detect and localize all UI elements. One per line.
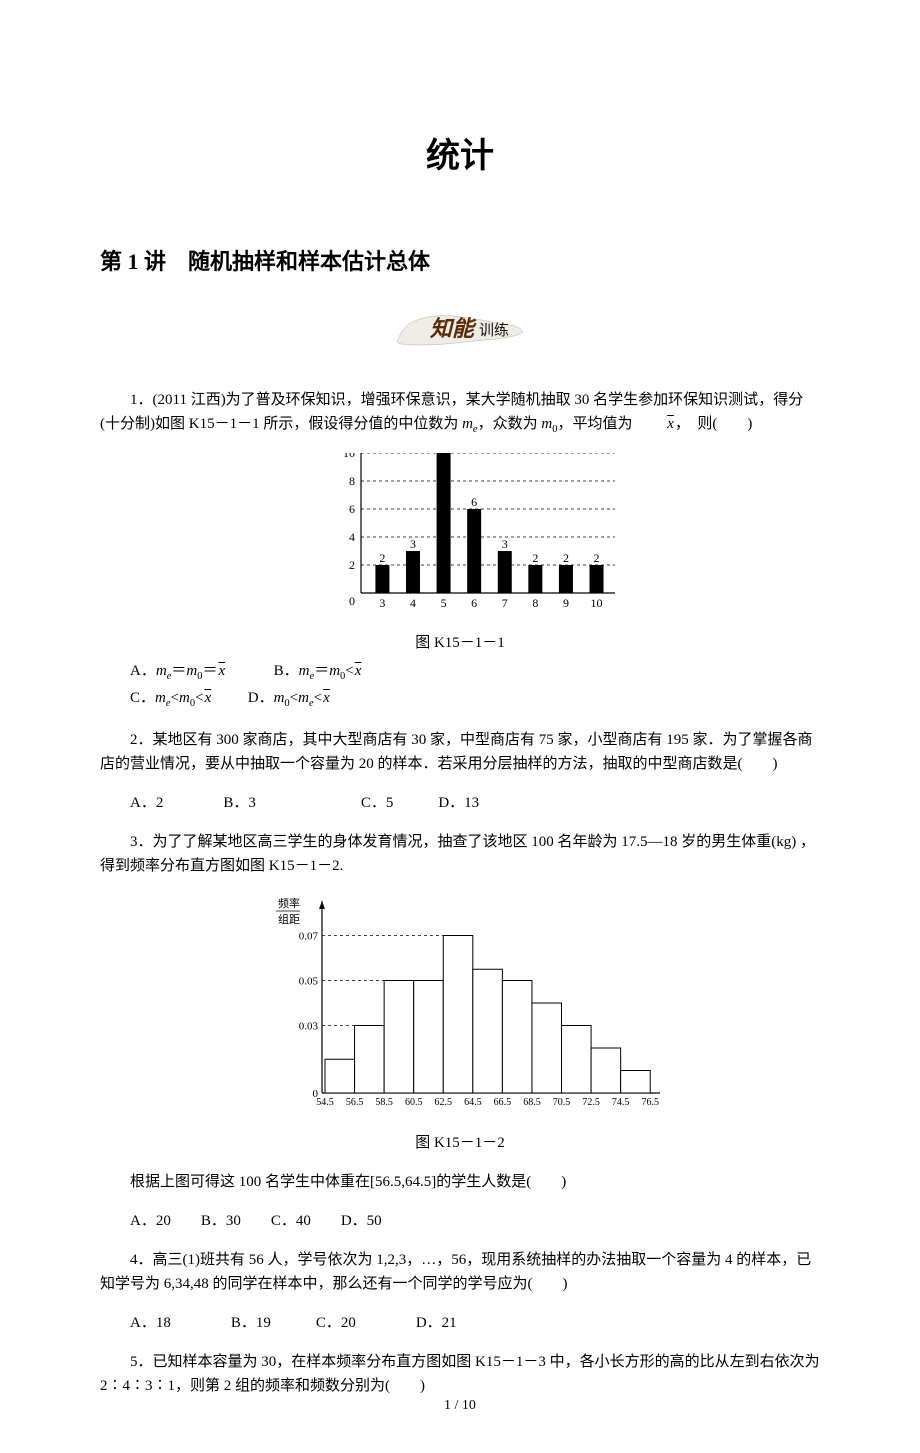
q3-caption: 图 K15－1－2: [100, 1131, 820, 1155]
q1-optA-label: A．: [130, 663, 156, 679]
banner-brush-text: 知能: [429, 316, 477, 341]
q1-xbar: x: [636, 412, 675, 436]
svg-text:6: 6: [471, 596, 477, 610]
q1-chart: 2468100324351066738292102得分频数 图 K15－1－1: [100, 453, 820, 655]
svg-text:9: 9: [563, 596, 569, 610]
q1-options: A．me＝m0＝x B．me＝m0<x C．me<m0<x D．m0<me<x: [130, 659, 820, 713]
svg-text:2: 2: [594, 551, 600, 565]
q1-intro-c: ，众数为: [478, 416, 542, 432]
q1-caption: 图 K15－1－1: [100, 631, 820, 655]
svg-text:2: 2: [532, 551, 538, 565]
q1-me: m: [462, 416, 473, 432]
q3-follow: 根据上图可得这 100 名学生中体重在[56.5,64.5]的学生人数是( ): [100, 1170, 820, 1194]
q4-text: 4．高三(1)班共有 56 人，学号依次为 1,2,3，…，56，现用系统抽样的…: [100, 1248, 820, 1296]
svg-text:3: 3: [379, 596, 385, 610]
q1-optB-label: B．: [274, 663, 299, 679]
svg-text:68.5: 68.5: [523, 1097, 541, 1108]
banner-trail-text: 训练: [479, 322, 509, 339]
q1-optD-label: D．: [248, 690, 274, 706]
svg-text:8: 8: [349, 474, 355, 488]
svg-text:频率: 频率: [278, 896, 300, 910]
svg-text:74.5: 74.5: [612, 1097, 630, 1108]
svg-text:72.5: 72.5: [582, 1097, 600, 1108]
svg-text:54.5: 54.5: [316, 1097, 334, 1108]
q1-m0: m: [541, 416, 552, 432]
q3-text: 3．为了了解某地区高三学生的身体发育情况，抽查了该地区 100 名年龄为 17.…: [100, 830, 820, 878]
svg-text:66.5: 66.5: [494, 1097, 512, 1108]
svg-text:6: 6: [349, 502, 355, 516]
q1-optC-label: C．: [130, 690, 155, 706]
q1-intro-e: ，平均值为: [557, 416, 636, 432]
svg-text:8: 8: [532, 596, 538, 610]
svg-text:7: 7: [502, 596, 508, 610]
svg-text:2: 2: [379, 551, 385, 565]
svg-text:3: 3: [502, 537, 508, 551]
page-title: 统计: [100, 130, 820, 184]
svg-text:60.5: 60.5: [405, 1097, 423, 1108]
svg-text:10: 10: [591, 596, 603, 610]
svg-text:6: 6: [471, 495, 477, 509]
q1-text: 1．(2011 江西)为了普及环保知识，增强环保意识，某大学随机抽取 30 名学…: [100, 388, 820, 439]
svg-text:2: 2: [349, 558, 355, 572]
banner-knowledge: 知能 训练: [100, 310, 820, 358]
svg-text:62.5: 62.5: [435, 1097, 453, 1108]
q4-options: A．18 B．19 C．20 D．21: [130, 1311, 820, 1335]
svg-text:64.5: 64.5: [464, 1097, 482, 1108]
svg-text:0.07: 0.07: [299, 930, 319, 942]
section-title: 第 1 讲 随机抽样和样本估计总体: [100, 244, 820, 279]
svg-text:0.03: 0.03: [299, 1020, 319, 1032]
svg-text:56.5: 56.5: [346, 1097, 364, 1108]
svg-text:组距: 组距: [278, 912, 300, 926]
svg-text:4: 4: [410, 596, 416, 610]
svg-text:2: 2: [563, 551, 569, 565]
q3-options: A．20 B．30 C．40 D．50: [130, 1209, 820, 1233]
svg-text:4: 4: [349, 530, 355, 544]
svg-text:58.5: 58.5: [375, 1097, 393, 1108]
q2-text: 2．某地区有 300 家商店，其中大型商店有 30 家，中型商店有 75 家，小…: [100, 728, 820, 776]
svg-text:5: 5: [441, 596, 447, 610]
page-number: 1 / 10: [0, 1395, 920, 1417]
svg-text:70.5: 70.5: [553, 1097, 571, 1108]
svg-text:0.05: 0.05: [299, 975, 319, 987]
svg-text:76.5: 76.5: [641, 1097, 659, 1108]
q5-text: 5．已知样本容量为 30，在样本频率分布直方图如图 K15－1－3 中，各小长方…: [100, 1350, 820, 1398]
q2-options: A．2 B．3 C．5 D．13: [130, 791, 820, 815]
q1-intro-g: ， 则( ): [675, 416, 753, 432]
q3-chart: 0.030.050.07054.556.558.560.562.564.566.…: [100, 893, 820, 1155]
svg-text:10: 10: [343, 453, 355, 460]
svg-text:0: 0: [349, 594, 355, 608]
svg-text:3: 3: [410, 537, 416, 551]
